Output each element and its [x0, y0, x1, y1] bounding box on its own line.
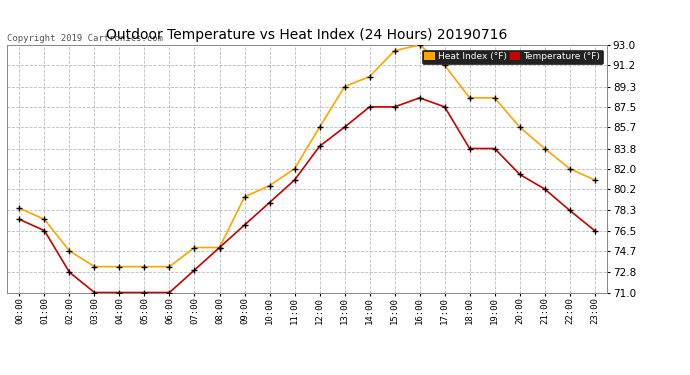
Legend: Heat Index (°F), Temperature (°F): Heat Index (°F), Temperature (°F): [422, 50, 602, 64]
Title: Outdoor Temperature vs Heat Index (24 Hours) 20190716: Outdoor Temperature vs Heat Index (24 Ho…: [106, 28, 508, 42]
Text: Copyright 2019 Cartronics.com: Copyright 2019 Cartronics.com: [7, 33, 163, 42]
